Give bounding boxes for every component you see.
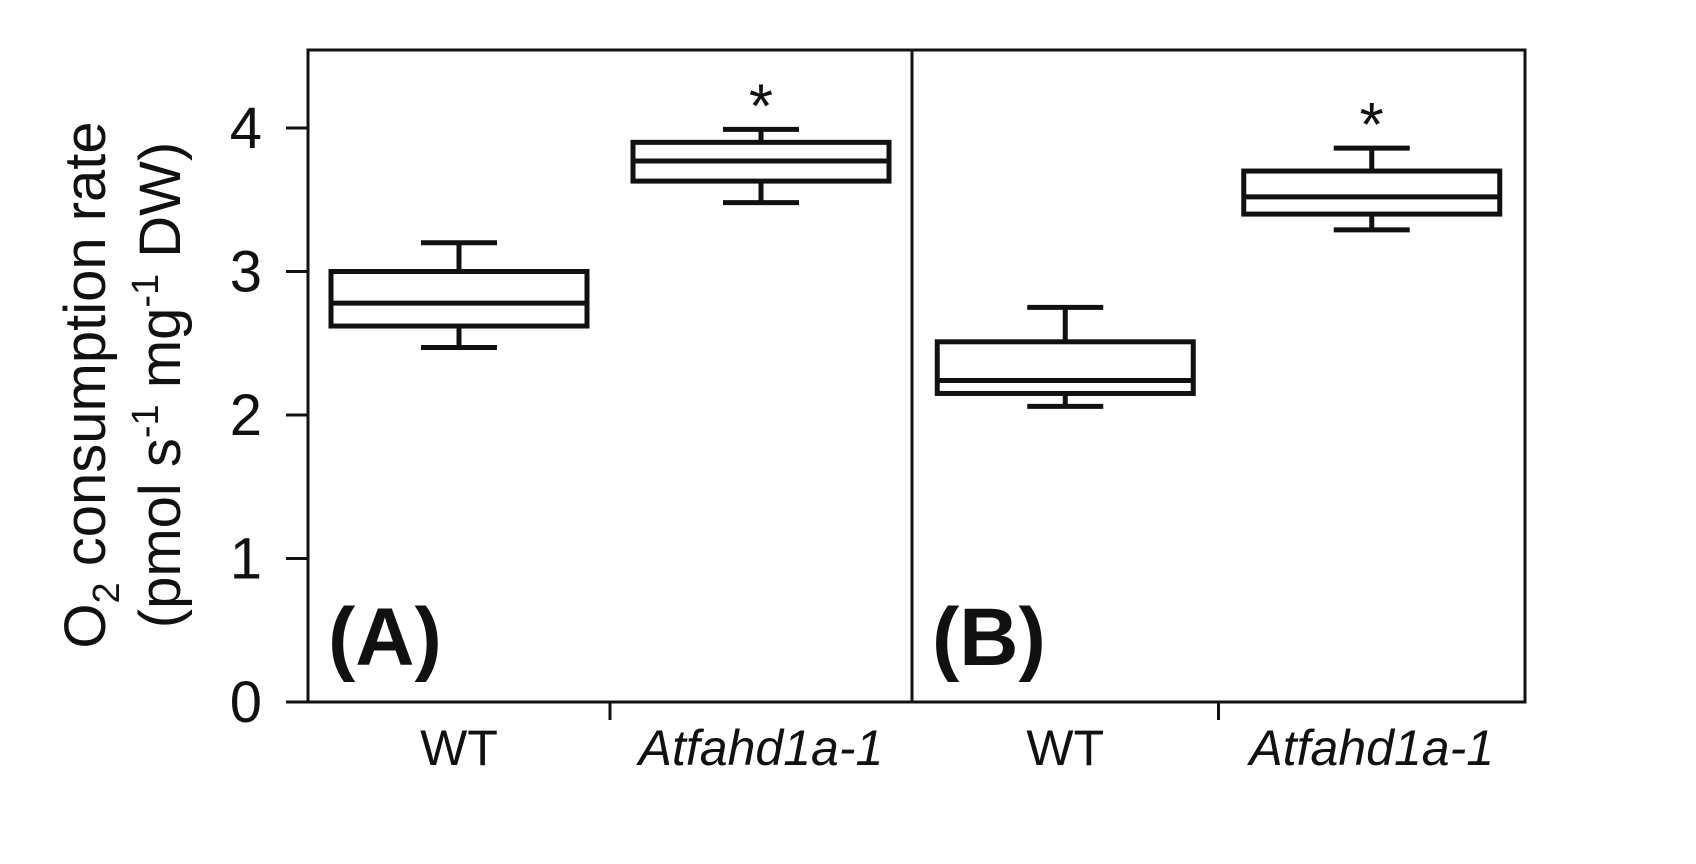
significance-marker: *	[1360, 91, 1384, 160]
x-category-label: WT	[1026, 720, 1104, 776]
box-mutant: *	[1241, 91, 1503, 233]
box-wt	[934, 304, 1196, 409]
panel-b: (B) WT * Atfahd1a-1	[910, 48, 1527, 776]
panel-label: (B)	[932, 592, 1046, 683]
box-iqr	[1241, 168, 1503, 217]
y-axis-label-line1: O2 consumption rate	[53, 121, 128, 648]
box-iqr	[934, 339, 1196, 396]
y-tick-label: 4	[230, 96, 262, 161]
panel-label: (A)	[328, 592, 442, 683]
y-axis-label-line2: (pmol s-1 mg-1 DW)	[125, 142, 193, 629]
y-tick-label: 1	[230, 527, 262, 592]
box-wt	[328, 240, 590, 351]
x-category-label: WT	[420, 720, 498, 776]
svg-text:(pmol s-1 mg-1 DW): (pmol s-1 mg-1 DW)	[125, 142, 193, 629]
box-iqr	[328, 269, 590, 329]
y-tick-label: 0	[230, 670, 262, 735]
box-mutant: *	[630, 72, 892, 206]
x-category-label: Atfahd1a-1	[636, 720, 884, 776]
panel-a: (A) WT * Atfahd1a-1	[306, 48, 914, 776]
y-tick-label: 2	[230, 383, 262, 448]
svg-text:O2 consumption rate: O2 consumption rate	[53, 121, 128, 648]
x-category-label: Atfahd1a-1	[1246, 720, 1494, 776]
significance-marker: *	[749, 72, 773, 141]
y-tick-label: 3	[230, 240, 262, 305]
plot-panels: (A) WT * Atfahd1a-1 (B) WT * Atfahd1a-1	[306, 48, 1527, 776]
